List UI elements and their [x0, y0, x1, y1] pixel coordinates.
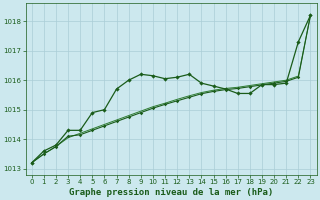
- X-axis label: Graphe pression niveau de la mer (hPa): Graphe pression niveau de la mer (hPa): [69, 188, 273, 197]
